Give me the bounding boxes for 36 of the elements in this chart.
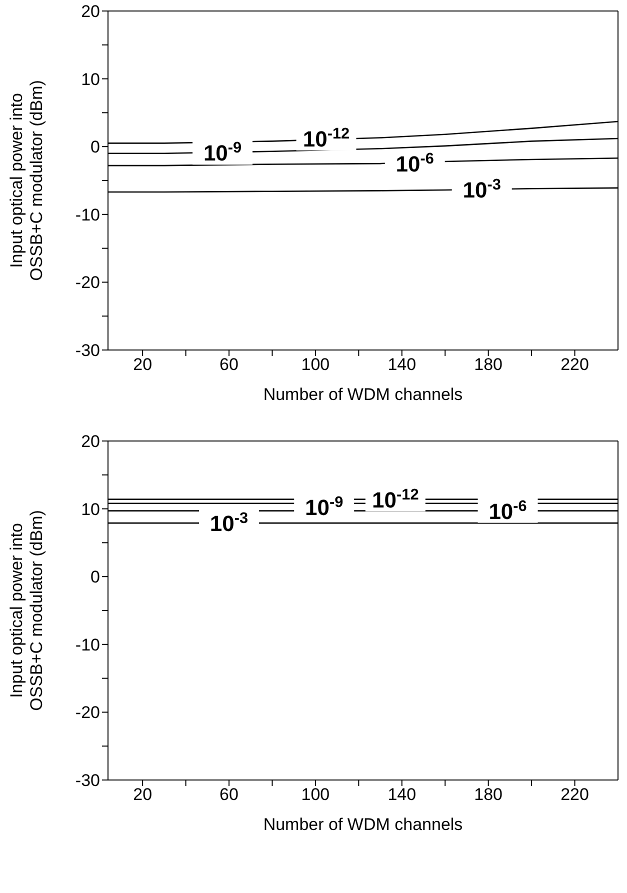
annotation: 10$^{-6}$ [396, 150, 434, 177]
y-tick-label: 0 [90, 568, 100, 587]
x-tick-label: 20 [133, 355, 152, 374]
x-tick-label: 140 [388, 355, 416, 374]
x-tick-label: 100 [301, 785, 330, 804]
x-tick-label: 220 [560, 785, 589, 804]
x-tick-label: 180 [474, 785, 503, 804]
x-tick-label: 140 [388, 785, 416, 804]
y-tick-label: 20 [81, 2, 100, 22]
x-tick-label: 60 [220, 355, 238, 374]
y-tick-label: -30 [75, 771, 100, 790]
x-tick-label: 100 [301, 355, 330, 374]
y-tick-label: -20 [75, 273, 100, 292]
y-tick-label: 0 [90, 138, 100, 157]
x-axis-title: Number of WDM channels [263, 815, 463, 834]
x-tick-label: 220 [560, 355, 589, 374]
y-tick-label: 10 [81, 500, 100, 519]
y-tick-label: -30 [75, 341, 100, 360]
annotation: 10$^{-12}$ [302, 124, 350, 152]
x-tick-label: 20 [133, 785, 152, 804]
x-tick-label: 180 [474, 355, 503, 374]
annotation: 10$^{-9}$ [203, 139, 242, 166]
x-tick-label: 60 [220, 785, 238, 804]
y-tick-label: 20 [81, 432, 100, 452]
y-tick-label: -10 [75, 635, 100, 654]
annotation: 10$^{-3}$ [462, 176, 501, 202]
y-axis-title: Input optical power into OSSB+C modulator (dBm) [7, 510, 46, 711]
y-tick-label: -20 [75, 703, 100, 722]
annotation: 10$^{-3}$ [210, 510, 248, 536]
y-tick-label: -10 [75, 205, 100, 224]
y-tick-label: 10 [81, 70, 100, 89]
annotation: 10$^{-12}$ [372, 486, 419, 512]
annotation: 10$^{-6}$ [488, 497, 527, 524]
x-axis-title: Number of WDM channels [263, 385, 463, 404]
annotation: 10$^{-9}$ [305, 493, 344, 520]
y-axis-title: Input optical power into OSSB+C modulator (dBm) [7, 80, 46, 281]
